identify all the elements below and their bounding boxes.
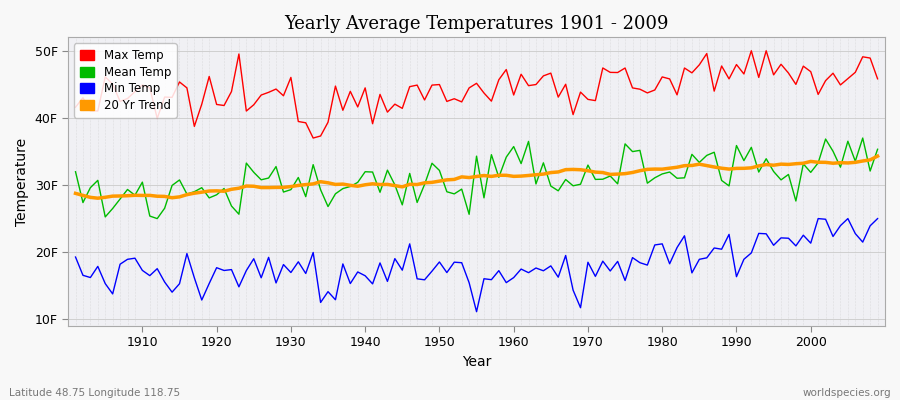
Text: worldspecies.org: worldspecies.org: [803, 388, 891, 398]
Title: Yearly Average Temperatures 1901 - 2009: Yearly Average Temperatures 1901 - 2009: [284, 15, 669, 33]
Text: Latitude 48.75 Longitude 118.75: Latitude 48.75 Longitude 118.75: [9, 388, 180, 398]
X-axis label: Year: Year: [462, 355, 491, 369]
Legend: Max Temp, Mean Temp, Min Temp, 20 Yr Trend: Max Temp, Mean Temp, Min Temp, 20 Yr Tre…: [74, 43, 176, 118]
Y-axis label: Temperature: Temperature: [15, 138, 29, 226]
